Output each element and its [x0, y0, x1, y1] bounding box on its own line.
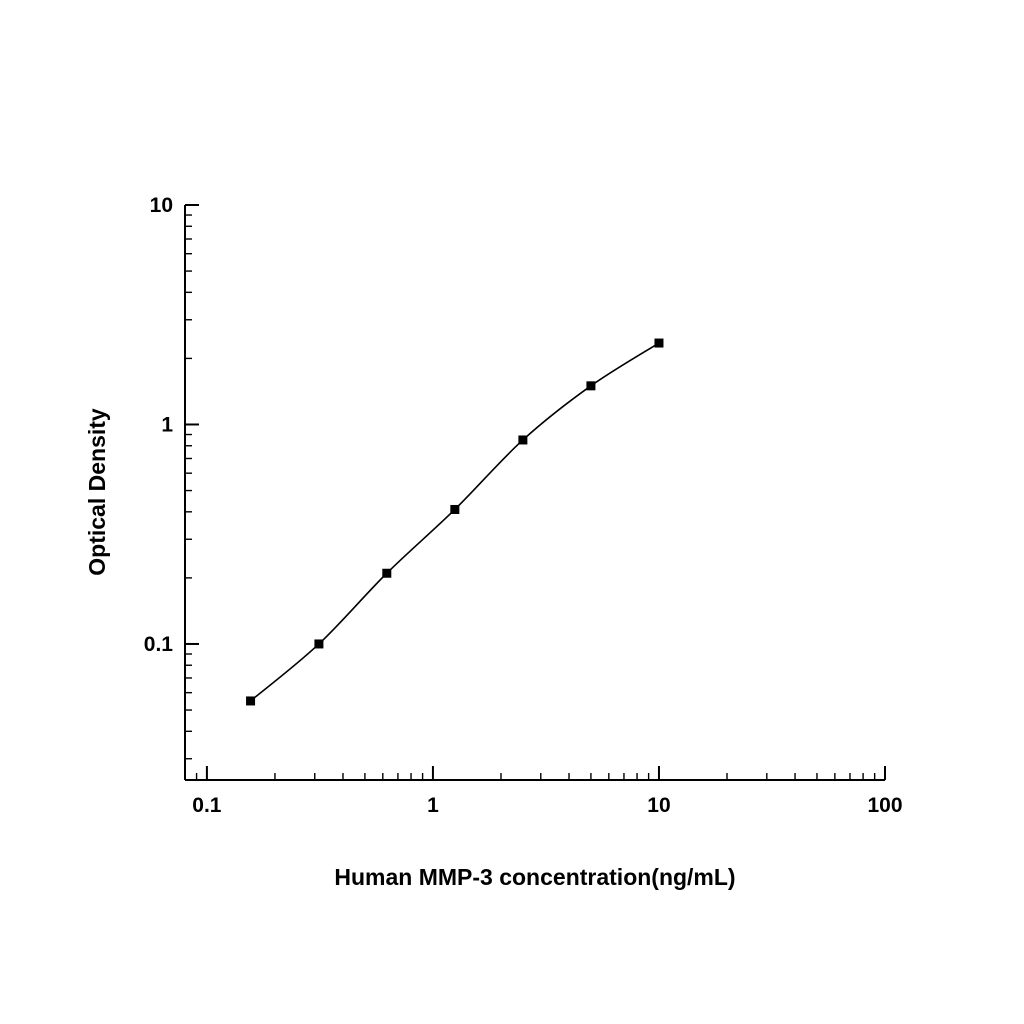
- x-tick-label: 10: [647, 794, 670, 817]
- x-axis-label: Human MMP-3 concentration(ng/mL): [334, 864, 736, 890]
- y-tick-label: 10: [150, 194, 173, 217]
- x-tick-label: 100: [867, 794, 902, 817]
- data-point-marker: [246, 696, 256, 706]
- data-point-marker: [586, 381, 596, 391]
- data-point-marker: [450, 504, 460, 514]
- x-tick-label: 0.1: [192, 794, 222, 817]
- data-point-marker: [382, 568, 392, 578]
- y-axis-label: Optical Density: [84, 408, 110, 576]
- data-point-marker: [314, 639, 324, 649]
- data-point-marker: [518, 435, 528, 445]
- y-tick-label: 0.1: [144, 633, 174, 656]
- series-line: [250, 342, 660, 702]
- x-tick-label: 1: [427, 794, 439, 817]
- data-point-marker: [654, 338, 664, 348]
- y-tick-label: 1: [161, 413, 173, 436]
